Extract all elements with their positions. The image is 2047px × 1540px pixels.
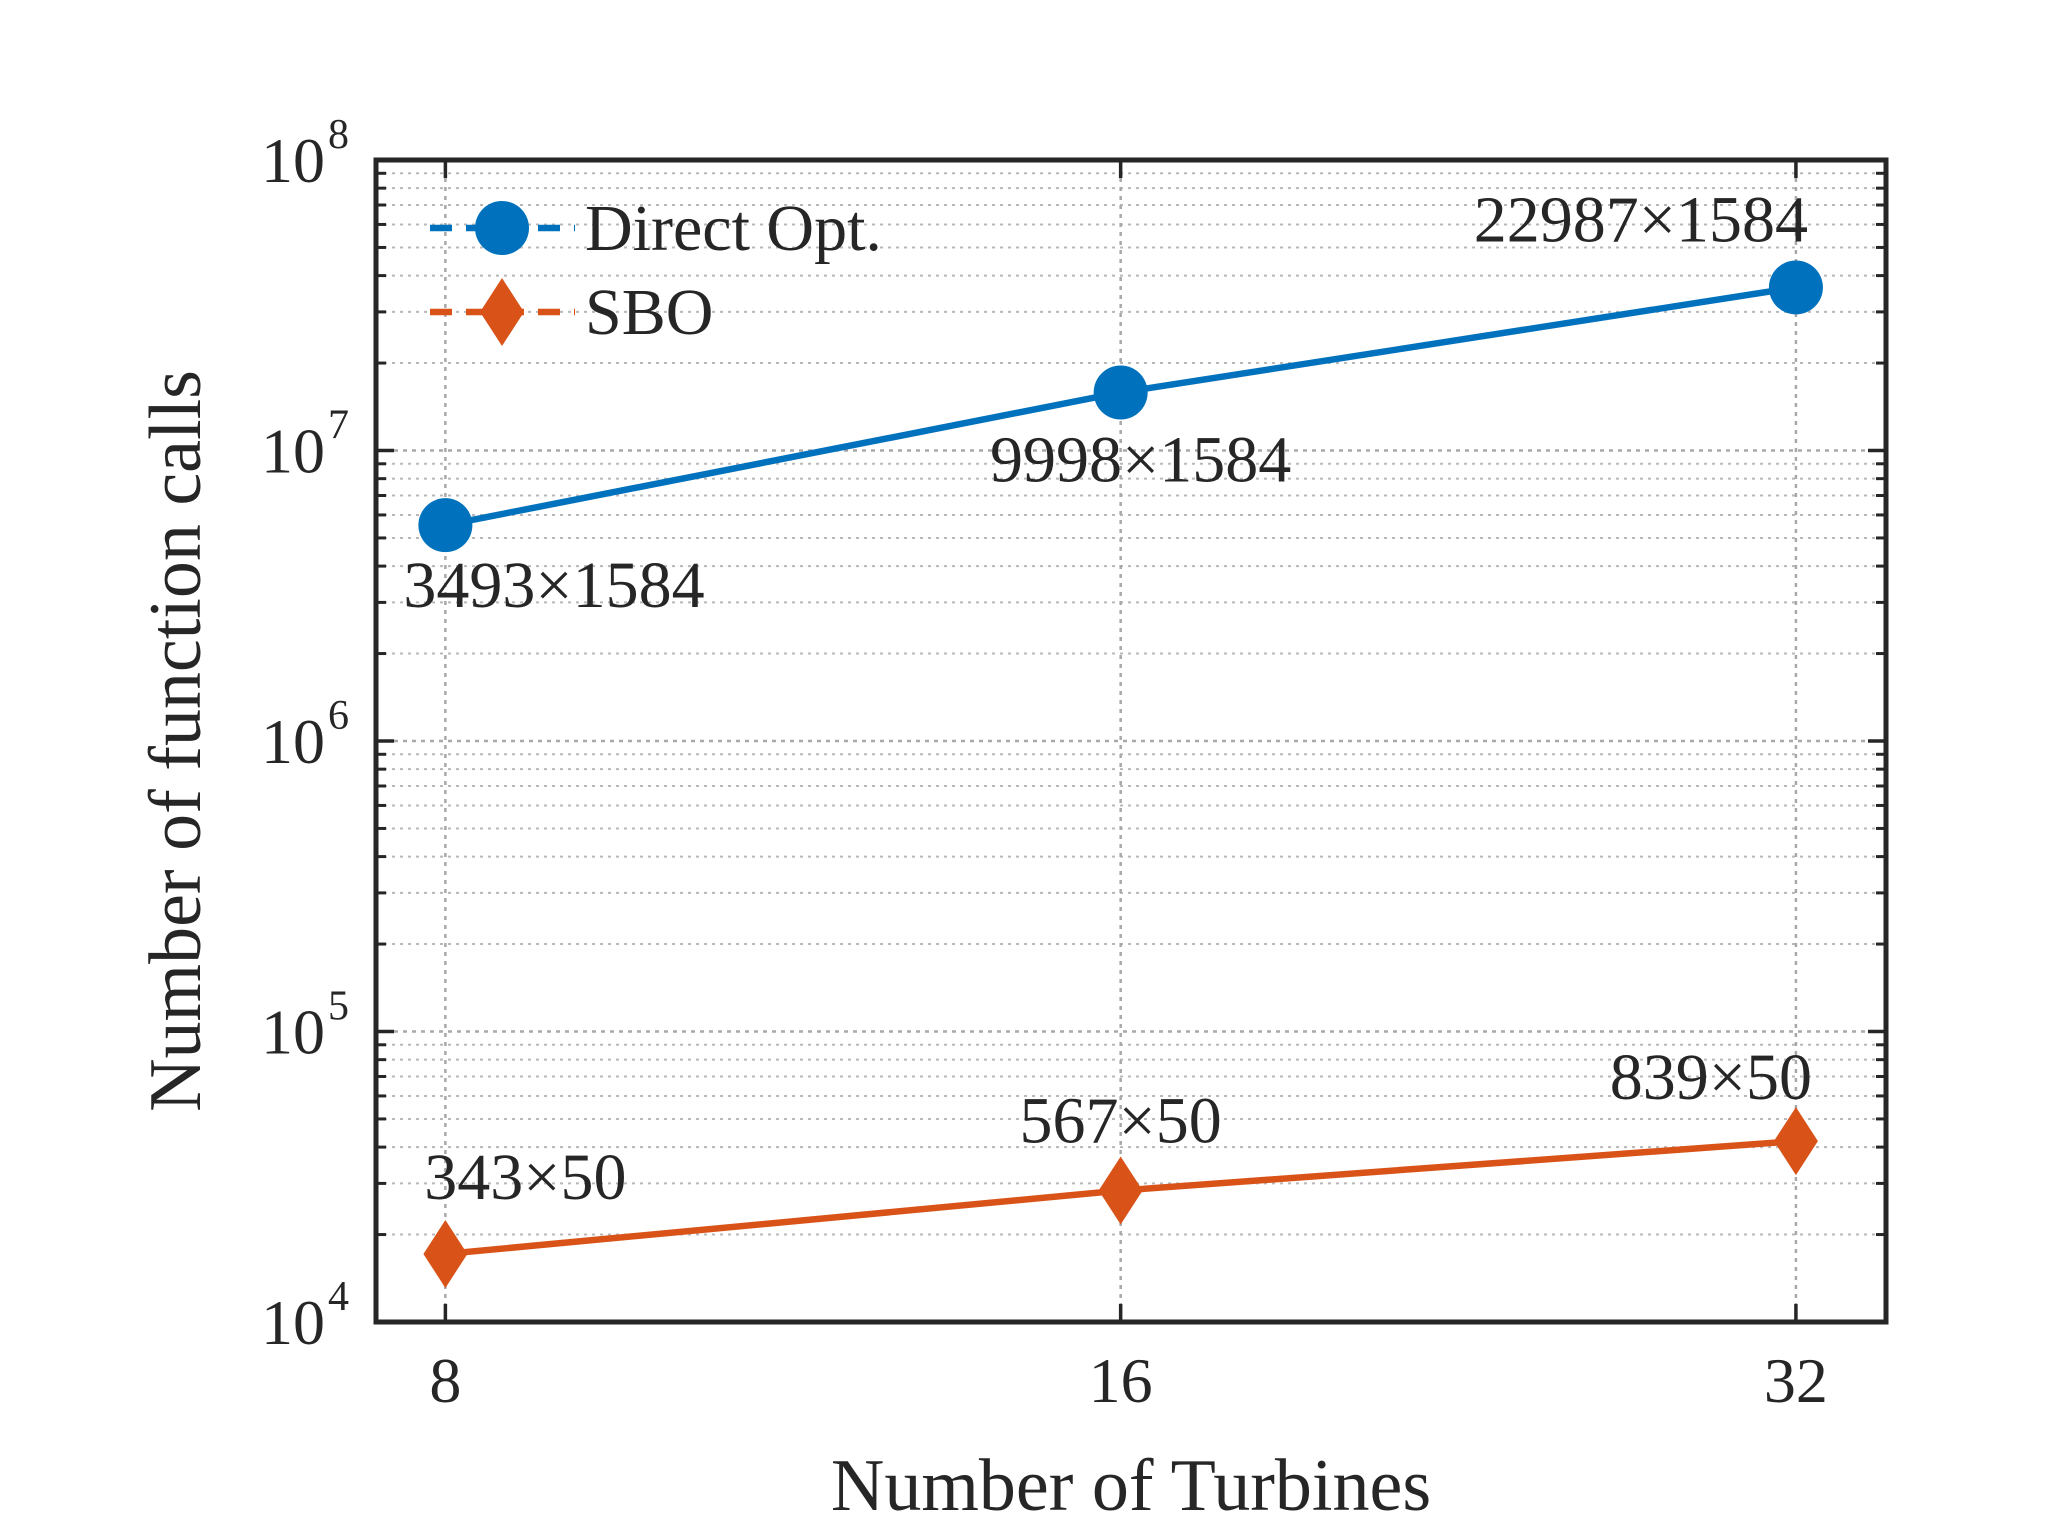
data-labels: 3493×1584 9998×1584 22987×1584 343×50 567×50… — [403, 183, 1812, 1213]
y-tick-label-base: 10 — [261, 706, 325, 777]
legend-item-direct-opt: Direct Opt. — [430, 192, 882, 265]
legend-diamond-marker — [480, 278, 524, 346]
diamond-marker — [1773, 1107, 1818, 1176]
diamond-marker — [1098, 1156, 1143, 1225]
y-tick-label-exponent: 7 — [328, 403, 349, 449]
series-markers — [418, 260, 1823, 1288]
y-tick-label-exponent: 6 — [328, 693, 349, 739]
x-tick-label: 32 — [1764, 1345, 1828, 1416]
data-label: 567×50 — [1020, 1085, 1222, 1158]
axes-box — [373, 157, 1889, 1325]
x-tick-label: 8 — [429, 1345, 461, 1416]
y-tick-label-base: 10 — [261, 416, 325, 487]
y-axis-label: Number of function calls — [135, 370, 217, 1112]
circle-marker — [1093, 365, 1148, 420]
y-tick-label-base: 10 — [261, 1287, 325, 1358]
y-tick-label: 10 5 — [261, 984, 349, 1068]
data-label: 343×50 — [424, 1141, 626, 1214]
y-tick-label-base: 10 — [261, 997, 325, 1068]
y-tick-label: 10 7 — [261, 403, 349, 487]
data-label: 22987×1584 — [1474, 183, 1808, 256]
y-tick-label-base: 10 — [261, 125, 325, 196]
data-label: 839×50 — [1610, 1041, 1812, 1114]
legend-circle-marker — [475, 201, 529, 255]
circle-marker — [418, 498, 473, 553]
data-label: 9998×1584 — [990, 423, 1291, 496]
y-tick-label: 10 8 — [261, 112, 349, 196]
y-tick-label: 10 4 — [261, 1274, 349, 1358]
diamond-marker — [423, 1219, 468, 1288]
x-axis-label: Number of Turbines — [831, 1445, 1431, 1527]
data-label: 3493×1584 — [403, 549, 704, 622]
x-tick-labels: 8 16 32 — [429, 1345, 1828, 1416]
y-tick-label-exponent: 4 — [328, 1274, 349, 1320]
minor-grid — [376, 172, 1886, 1236]
circle-marker — [1768, 260, 1823, 315]
y-tick-label-exponent: 8 — [328, 112, 349, 158]
legend: Direct Opt. SBO — [430, 192, 882, 349]
legend-label: Direct Opt. — [585, 192, 882, 265]
x-tick-label: 16 — [1089, 1345, 1153, 1416]
legend-item-sbo: SBO — [430, 276, 713, 349]
legend-label: SBO — [585, 276, 713, 349]
y-tick-label-exponent: 5 — [328, 984, 349, 1030]
y-tick-label: 10 6 — [261, 693, 349, 777]
